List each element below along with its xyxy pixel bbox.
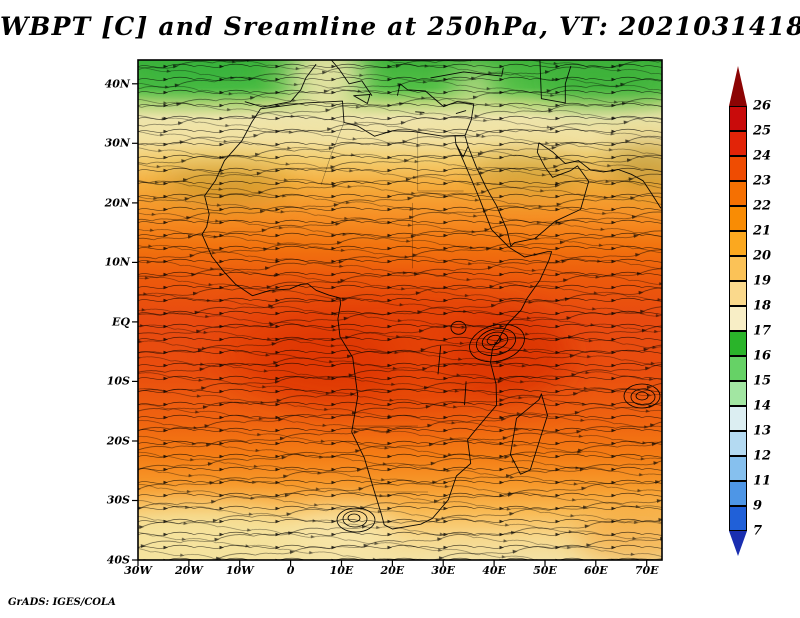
colorbar-arrow-top: [729, 66, 747, 106]
coastlines: [201, 60, 662, 530]
colorbar-segment: [729, 281, 747, 306]
colorbar-label-14: 14: [753, 398, 772, 414]
colorbar-label-16: 16: [753, 348, 772, 364]
colorbar-label-15: 15: [753, 373, 772, 389]
colorbar-segment: [729, 506, 747, 531]
lat-label-40S: 40S: [106, 553, 130, 567]
colorbar-segment: [729, 481, 747, 506]
sinai-levant-coastline: [455, 103, 475, 158]
iran-pakistan-coastline: [538, 142, 662, 209]
axis-ticks: [132, 83, 648, 566]
country-borders: [320, 122, 464, 493]
colorbar-segment: [729, 456, 747, 481]
chart-title: WBPT [C] and Sreamline at 250hPa, VT: 20…: [0, 12, 800, 41]
colorbar-segment: [729, 331, 747, 356]
colorbar-label-12: 12: [753, 448, 772, 464]
colorbar-segment: [729, 156, 747, 181]
map-plot: [132, 59, 663, 566]
colorbar-label-26: 26: [753, 98, 772, 114]
credit-text: GrADS: IGES/COLA: [8, 597, 116, 608]
colorbar-arrow-bottom: [729, 531, 747, 556]
lat-label-20S: 20S: [106, 434, 130, 448]
rift-lakes: [437, 345, 467, 406]
colorbar-segment: [729, 131, 747, 156]
africa-coastline: [201, 100, 553, 530]
colorbar-segment: [729, 206, 747, 231]
colorbar-segment: [729, 431, 747, 456]
colorbar-label-22: 22: [753, 198, 772, 214]
colorbar-label-13: 13: [753, 423, 772, 439]
colorbar-label-17: 17: [753, 323, 772, 339]
streamline-texture: [138, 60, 662, 560]
arabia-coastline: [467, 142, 590, 247]
black-sea-coastline: [430, 67, 504, 79]
lat-label-EQ: EQ: [112, 315, 130, 329]
colorbar-label-20: 20: [753, 248, 772, 264]
colorbar-label-7: 7: [753, 523, 763, 539]
colorbar-label-18: 18: [753, 298, 772, 314]
colorbar-label-23: 23: [753, 173, 772, 189]
lat-label-10S: 10S: [106, 374, 130, 388]
colorbar-segment: [729, 106, 747, 131]
colorbar-segment: [729, 256, 747, 281]
map-frame: [137, 59, 663, 561]
lat-label-30N: 30N: [104, 136, 130, 150]
colorbar-label-11: 11: [753, 473, 772, 489]
lat-label-40N: 40N: [104, 77, 130, 91]
lat-label-30S: 30S: [106, 493, 130, 507]
colorbar-label-25: 25: [753, 123, 772, 139]
lake-victoria: [450, 320, 467, 335]
colorbar-segment: [729, 381, 747, 406]
colorbar-segment: [729, 356, 747, 381]
lat-label-10N: 10N: [104, 255, 130, 269]
vortex-streamlines: [336, 323, 661, 533]
colorbar: 26 25 24 23 22 21 20 19 18 17 16 15 14 13 12 11 9 7: [729, 66, 771, 556]
colorbar-label-9: 9: [753, 498, 763, 514]
caspian-coastline: [539, 60, 572, 104]
colorbar-segment: [729, 181, 747, 206]
greece-turkey-coastline: [396, 83, 474, 115]
colorbar-label-24: 24: [753, 148, 772, 164]
italy-coastline: [330, 60, 373, 104]
colorbar-segment: [729, 231, 747, 256]
lat-label-20N: 20N: [104, 196, 130, 210]
iberia-coastline: [244, 63, 317, 108]
colorbar-label-19: 19: [753, 273, 772, 289]
colorbar-segment: [729, 306, 747, 331]
madagascar-coastline: [509, 393, 548, 475]
colorbar-label-21: 21: [753, 223, 772, 239]
colorbar-segment: [729, 406, 747, 431]
